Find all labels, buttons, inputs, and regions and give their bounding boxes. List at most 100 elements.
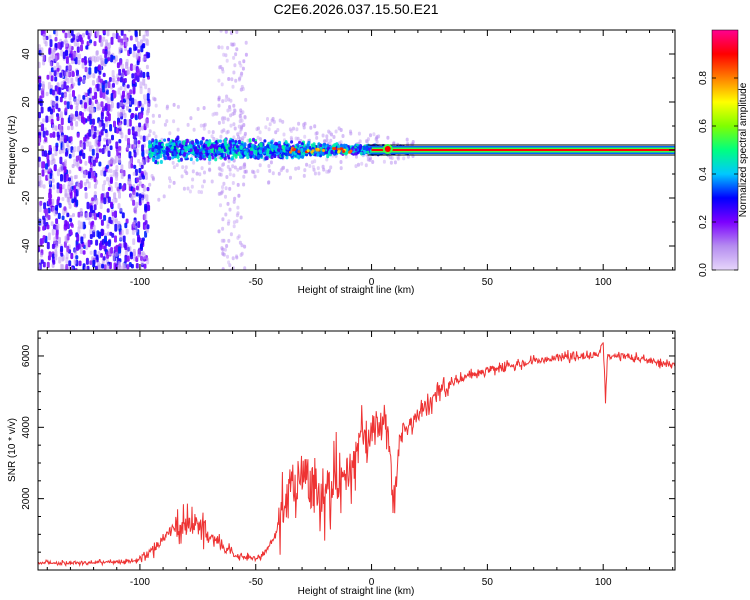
heatmap-cell [221,251,225,256]
heatmap-cell [42,235,46,240]
heatmap-cell [88,60,92,67]
heatmap-cell [40,259,44,264]
heatmap-cell [71,164,75,169]
heatmap-cell [313,159,317,164]
heatmap-cell [145,109,149,116]
heatmap-cell [228,140,232,145]
heatmap-cell [45,115,49,123]
heatmap-cell [44,168,47,173]
heatmap-cell [76,42,80,48]
heatmap-cell [75,33,79,40]
heatmap-cell [146,71,150,78]
heatmap-cell [116,127,119,134]
heatmap-cell [289,150,292,154]
heatmap-cell [146,186,150,192]
spectrogram-y-label: Frequency (Hz) [7,116,18,185]
heatmap-cell [405,137,409,142]
heatmap-cell [382,159,386,164]
heatmap-cell [106,224,110,229]
heatmap-cell [267,127,271,132]
heatmap-cell [62,30,65,33]
heatmap-cell [76,244,79,251]
heatmap-cell [209,145,213,149]
heatmap-cell [76,46,80,53]
heatmap-cell [154,134,158,139]
heatmap-cell [73,195,77,203]
heatmap-cell [227,260,231,265]
heatmap-cell [219,172,223,177]
heatmap-cell [115,174,119,181]
heatmap-cell [45,163,48,170]
heatmap-cell [106,191,110,199]
heatmap-cell [143,98,147,105]
heatmap-cell [58,202,62,208]
heatmap-cell [220,190,224,195]
heatmap-cell [58,124,62,133]
heatmap-cell [88,172,92,179]
heatmap-cell [321,133,325,138]
heatmap-cell [66,212,70,218]
heatmap-cell [139,86,143,95]
heatmap-cell [55,30,59,37]
heatmap-cell [168,131,172,136]
heatmap-cell [120,164,124,172]
heatmap-cell [127,30,131,33]
heatmap-cell [54,42,58,49]
heatmap-cell [118,112,122,118]
heatmap-cell [129,35,133,41]
chart-title: C2E6.2026.037.15.50.E21 [273,1,438,17]
heatmap-cell [202,126,206,131]
heatmap-cell [102,85,106,93]
heatmap-cell [152,131,156,136]
heatmap-cell [183,169,187,174]
heatmap-cell [126,105,129,111]
heatmap-cell [221,120,225,125]
heatmap-cell [258,163,262,168]
heatmap-cell [110,201,113,208]
heatmap-cell [237,139,241,145]
heatmap-cell [89,93,93,99]
heatmap-cell [96,30,100,37]
heatmap-cell [38,75,42,84]
heatmap-cell [256,169,260,174]
heatmap-cell [144,203,148,212]
heatmap-cell [77,211,81,218]
heatmap-cell [227,77,231,81]
heatmap-cell [138,172,142,181]
heatmap-cell [196,139,199,145]
heatmap-cell [284,152,288,157]
heatmap-cell [96,129,100,135]
heatmap-cell [100,228,104,237]
heatmap-cell [226,221,230,226]
heatmap-cell [271,171,275,176]
heatmap-cell [49,88,53,95]
heatmap-cell [124,134,128,142]
heatmap-cell [223,138,227,142]
heatmap-cell [224,98,228,103]
heatmap-cell [188,189,192,194]
heatmap-cell [143,94,146,100]
heatmap-cell [70,180,74,186]
heatmap-cell [273,154,277,159]
heatmap-cell [70,222,73,227]
heatmap-cell [203,122,207,127]
heatmap-cell [217,45,221,50]
colorbar: 0.0 0.2 0.4 0.6 0.8 Normalized spectral ampl… [698,29,749,277]
heatmap-cell [77,53,81,60]
heatmap-cell [64,193,68,198]
heatmap-cell [91,148,95,156]
heatmap-cell [157,197,161,202]
heatmap-cell [122,235,126,243]
colorbar-tick-label: 0.4 [698,167,709,181]
heatmap-cell [125,39,129,47]
heatmap-cell [241,165,244,170]
heatmap-cell [107,186,111,192]
heatmap-cell [121,262,125,270]
heatmap-cell [232,224,236,229]
heatmap-cell [107,42,111,49]
heatmap-cell [70,38,74,43]
heatmap-cell [242,174,246,179]
heatmap-cell [68,177,71,182]
heatmap-cell [77,183,81,191]
heatmap-cell [57,42,61,49]
